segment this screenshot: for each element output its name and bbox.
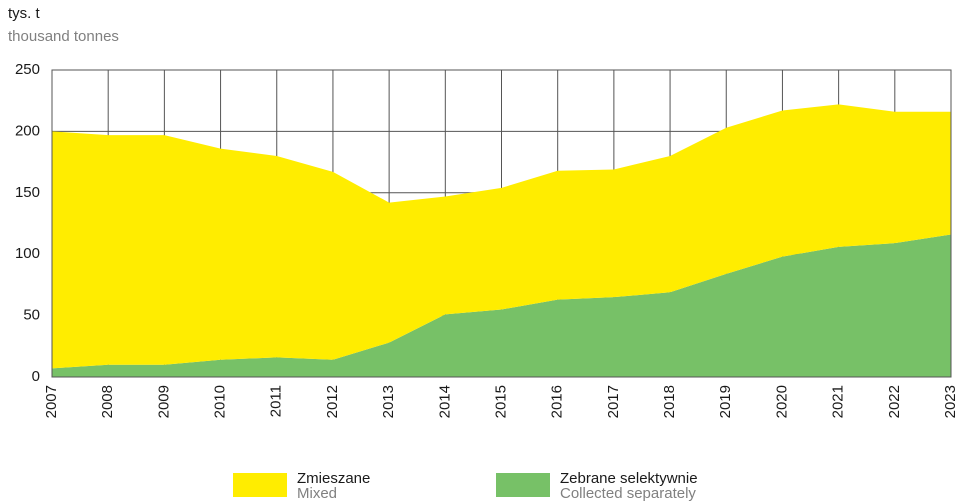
x-tick-label: 2009 [155,385,172,418]
y-tick-label: 0 [32,368,40,385]
x-tick-label: 2015 [492,385,509,418]
x-tick-label: 2007 [43,385,60,418]
x-tick-label: 2022 [886,385,903,418]
plot-border [51,69,952,378]
y-axis-label-en: thousand tonnes [8,28,119,45]
x-tick-label: 2014 [436,385,453,418]
legend-swatch [496,473,550,497]
y-tick-label: 150 [15,184,40,201]
x-tick-label: 2011 [268,385,285,417]
area [52,234,951,377]
x-tick-label: 2018 [661,385,678,418]
x-tick-label: 2010 [212,385,229,418]
x-tick-label: 2013 [380,385,397,418]
x-tick-label: 2012 [324,385,341,418]
x-tick-label: 2017 [605,385,622,418]
y-tick-label: 200 [15,122,40,139]
legend-label: Zmieszane [297,470,370,487]
x-tick-label: 2019 [717,385,734,418]
x-tick-label: 2020 [773,385,790,418]
x-tick-label: 2008 [99,385,116,418]
x-tick-label: 2021 [830,385,847,418]
legend-label: Zebrane selektywnie [560,470,698,487]
area [52,104,951,369]
y-axis-label: tys. t [8,5,41,22]
legend-label-en: Collected separately [560,485,696,502]
legend-label-en: Mixed [297,485,337,502]
x-tick-label: 2016 [549,385,566,418]
y-tick-label: 100 [15,245,40,262]
y-tick-label: 250 [15,61,40,78]
y-tick-label: 50 [23,307,40,324]
legend-swatch [233,473,287,497]
x-tick-label: 2023 [942,385,959,418]
